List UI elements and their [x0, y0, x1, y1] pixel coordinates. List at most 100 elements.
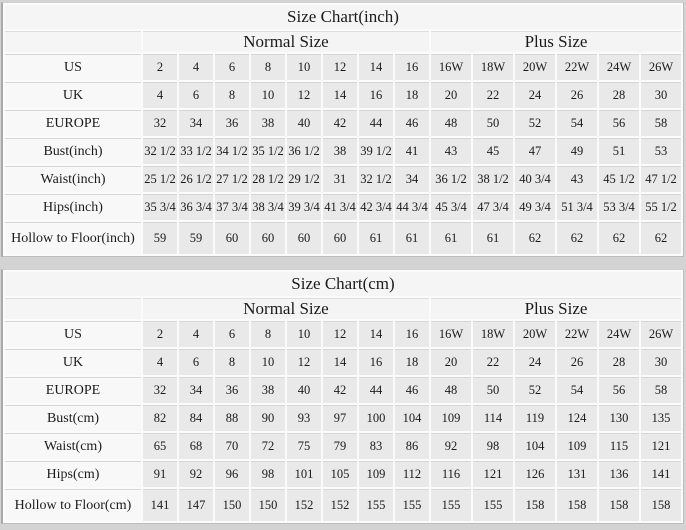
size-cell: 16W: [431, 321, 471, 347]
size-cell: 39 3/4: [287, 194, 321, 220]
size-cell: 53 3/4: [599, 194, 639, 220]
size-cell: 109: [431, 405, 471, 431]
size-cell: 46: [395, 110, 429, 136]
size-cell: 61: [395, 222, 429, 254]
size-cell: 39 1/2: [359, 138, 393, 164]
size-cell: 124: [557, 405, 597, 431]
size-cell: 54: [557, 377, 597, 403]
size-cell: 28: [599, 349, 639, 375]
size-cell: 22: [473, 82, 513, 108]
size-cell: 43: [431, 138, 471, 164]
size-cell: 24W: [599, 321, 639, 347]
size-cell: 92: [431, 433, 471, 459]
size-cell: 150: [251, 489, 285, 521]
size-cell: 12: [287, 82, 321, 108]
size-cell: 44: [359, 377, 393, 403]
size-cell: 121: [641, 433, 681, 459]
size-cell: 158: [557, 489, 597, 521]
size-cell: 98: [251, 461, 285, 487]
table-row: UK 4 6 8 10 12 14 16 18 20 22 24 26 28 30: [5, 349, 681, 375]
table-row: EUROPE 32 34 36 38 40 42 44 46 48 50 52 54 56 58: [5, 377, 681, 403]
size-cell: 42: [323, 377, 357, 403]
size-cell: 141: [143, 489, 177, 521]
size-cell: 58: [641, 377, 681, 403]
table-row: Bust(inch) 32 1/2 33 1/2 34 1/2 35 1/2 36 1/2…: [5, 138, 681, 164]
size-cell: 51 3/4: [557, 194, 597, 220]
size-group-header: Normal Size: [143, 31, 429, 52]
size-cell: 155: [395, 489, 429, 521]
size-cell: 59: [143, 222, 177, 254]
table-title: Size Chart(cm): [5, 272, 681, 296]
size-cell: 97: [323, 405, 357, 431]
size-cell: 61: [431, 222, 471, 254]
size-cell: 91: [143, 461, 177, 487]
size-cell: 20W: [515, 321, 555, 347]
size-cell: 28: [599, 82, 639, 108]
size-cell: 12: [323, 321, 357, 347]
size-cell: 18W: [473, 321, 513, 347]
size-cell: 16: [395, 321, 429, 347]
size-cell: 20W: [515, 54, 555, 80]
size-cell: 152: [287, 489, 321, 521]
size-cell: 8: [215, 82, 249, 108]
size-cell: 52: [515, 110, 555, 136]
size-cell: 37 3/4: [215, 194, 249, 220]
size-cell: 47: [515, 138, 555, 164]
table-row: Waist(cm) 65 68 70 72 75 79 83 86 92 98 104 109 115 12…: [5, 433, 681, 459]
size-cell: 49 3/4: [515, 194, 555, 220]
table-row: US 2 4 6 8 10 12 14 16 16W 18W 20W 22W 24W 26W: [5, 54, 681, 80]
size-cell: 155: [359, 489, 393, 521]
size-cell: 14: [359, 321, 393, 347]
size-cell: 47 1/2: [641, 166, 681, 192]
size-cell: 121: [473, 461, 513, 487]
size-cell: 152: [323, 489, 357, 521]
table-row: EUROPE 32 34 36 38 40 42 44 46 48 50 52 54 56 58: [5, 110, 681, 136]
size-cell: 115: [599, 433, 639, 459]
table-row: Hollow to Floor(cm) 141 147 150 150 152 152 155…: [5, 489, 681, 521]
size-cell: 26 1/2: [179, 166, 213, 192]
row-label: EUROPE: [5, 110, 141, 136]
size-cell: 14: [359, 54, 393, 80]
table-row: US 2 4 6 8 10 12 14 16 16W 18W 20W 22W 24W 26W: [5, 321, 681, 347]
size-cell: 18: [395, 349, 429, 375]
row-label: US: [5, 54, 141, 80]
size-cell: 14: [323, 82, 357, 108]
size-cell: 82: [143, 405, 177, 431]
size-cell: 26: [557, 349, 597, 375]
size-cell: 84: [179, 405, 213, 431]
size-cell: 14: [323, 349, 357, 375]
size-cell: 20: [431, 82, 471, 108]
size-cell: 109: [359, 461, 393, 487]
size-cell: 45 1/2: [599, 166, 639, 192]
size-cell: 38: [251, 377, 285, 403]
size-cell: 2: [143, 54, 177, 80]
size-cell: 44 3/4: [395, 194, 429, 220]
size-cell: 6: [215, 321, 249, 347]
row-label: US: [5, 321, 141, 347]
size-cell: 24W: [599, 54, 639, 80]
size-cell: 8: [215, 349, 249, 375]
size-cell: 60: [215, 222, 249, 254]
size-cell: 41: [395, 138, 429, 164]
size-cell: 12: [287, 349, 321, 375]
size-cell: 119: [515, 405, 555, 431]
size-cell: 25 1/2: [143, 166, 177, 192]
size-cell: 130: [599, 405, 639, 431]
size-cell: 147: [179, 489, 213, 521]
size-cell: 83: [359, 433, 393, 459]
table-row: Waist(inch) 25 1/2 26 1/2 27 1/2 28 1/2 29 1/…: [5, 166, 681, 192]
size-cell: 16W: [431, 54, 471, 80]
size-cell: 36: [215, 110, 249, 136]
size-cell: 62: [599, 222, 639, 254]
size-cell: 34 1/2: [215, 138, 249, 164]
size-cell: 6: [215, 54, 249, 80]
size-cell: 55 1/2: [641, 194, 681, 220]
size-cell: 59: [179, 222, 213, 254]
size-cell: 26W: [641, 321, 681, 347]
size-cell: 4: [179, 54, 213, 80]
corner-blank-cell: [5, 31, 141, 52]
row-label: Hollow to Floor(cm): [5, 489, 141, 521]
size-cell: 131: [557, 461, 597, 487]
size-cell: 32: [143, 110, 177, 136]
